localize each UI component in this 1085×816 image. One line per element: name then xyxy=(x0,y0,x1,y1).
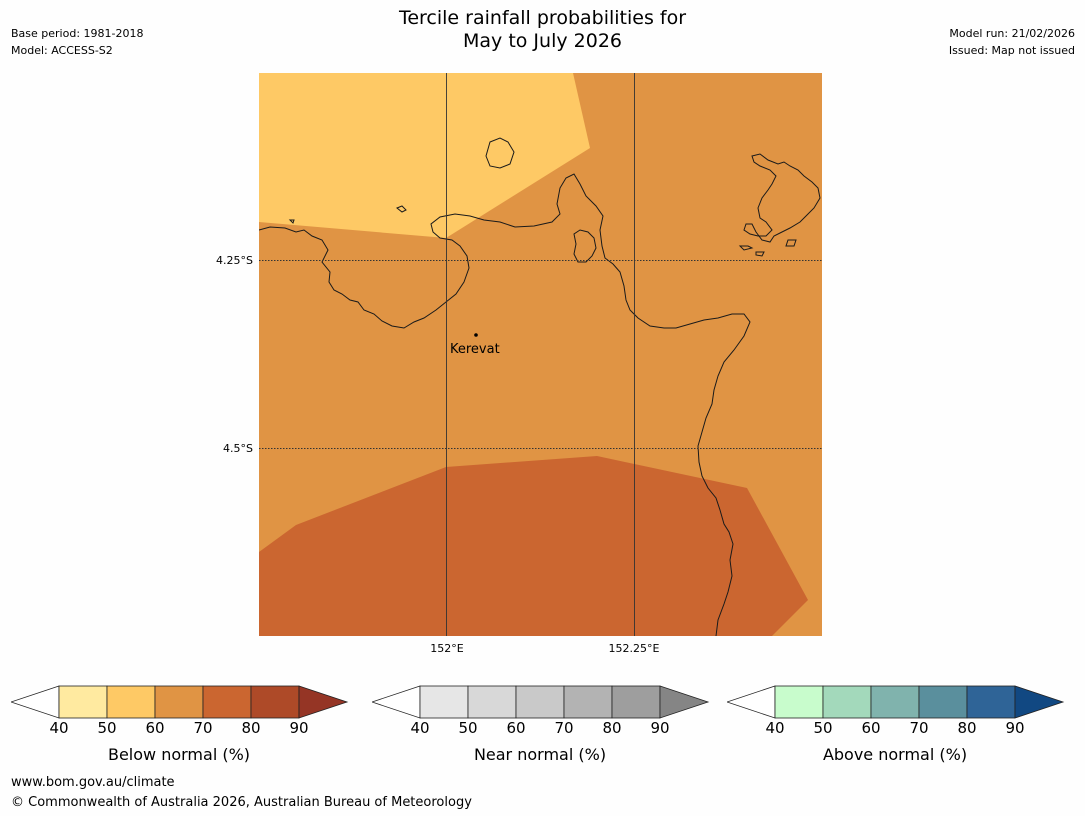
colorbar-near-tick: 80 xyxy=(602,719,622,737)
issued-status: Issued: Map not issued xyxy=(948,44,1075,57)
coastline-islet-east-3 xyxy=(785,239,797,247)
colorbar-above-label: Above normal (%) xyxy=(822,745,968,764)
colorbar-below-swatch xyxy=(58,685,108,719)
gridlines xyxy=(259,73,822,636)
colorbar-below-swatch xyxy=(202,685,252,719)
colorbar-above-tick: 90 xyxy=(1005,719,1025,737)
colorbar-above-swatch xyxy=(774,685,824,719)
coastline-islet-dot xyxy=(288,219,295,224)
footer-url: www.bom.gov.au/climate xyxy=(11,775,175,790)
meta-left: Base period: 1981-2018 Model: ACCESS-S2 xyxy=(11,25,143,59)
colorbar-near-tick: 90 xyxy=(650,719,670,737)
colorbar-below-swatch xyxy=(106,685,156,719)
colorbar-near-tick: 50 xyxy=(458,719,478,737)
colorbar-near-swatch xyxy=(467,685,517,719)
lat-label-4-5: 4.5°S xyxy=(223,442,253,455)
footer-copyright: © Commonwealth of Australia 2026, Austra… xyxy=(11,795,472,810)
colorbar-near-tick: 60 xyxy=(506,719,526,737)
colorbar-below-tick: 70 xyxy=(193,719,213,737)
colorbar-below-tick: 80 xyxy=(241,719,261,737)
colorbar-above-under xyxy=(727,685,776,719)
colorbar-below-swatch xyxy=(250,685,300,719)
model-name: Model: ACCESS-S2 xyxy=(11,44,113,57)
colorbar-below-over xyxy=(298,685,349,719)
colorbar-below-label: Below normal (%) xyxy=(107,745,251,764)
place-label-kerevat: Kerevat xyxy=(450,342,500,357)
region-below-50-60 xyxy=(259,73,590,238)
colorbar-above-tick: 80 xyxy=(957,719,977,737)
map-panel xyxy=(259,73,822,636)
colorbar-above-swatch xyxy=(822,685,872,719)
colorbar-above-swatch xyxy=(870,685,920,719)
colorbar-above-tick: 60 xyxy=(861,719,881,737)
region-below-70-80 xyxy=(259,456,808,636)
colorbar-below-under xyxy=(11,685,60,719)
lat-label-4-25: 4.25°S xyxy=(216,254,253,267)
coastline-islet-east-2 xyxy=(755,251,765,257)
colorbar-above-tick: 50 xyxy=(813,719,833,737)
lon-label-152: 152°E xyxy=(430,642,464,655)
colorbar-near-swatch xyxy=(419,685,469,719)
colorbar-below-tick: 90 xyxy=(289,719,309,737)
colorbar-below xyxy=(11,685,349,719)
colorbar-near-swatch xyxy=(515,685,565,719)
colorbar-near-swatch xyxy=(563,685,613,719)
colorbar-near-label: Near normal (%) xyxy=(473,745,607,764)
model-run: Model run: 21/02/2026 xyxy=(949,27,1075,40)
colorbar-above-swatch xyxy=(918,685,968,719)
colorbar-below-swatch xyxy=(154,685,204,719)
colorbar-below-tick: 40 xyxy=(49,719,69,737)
title-line-1: Tercile rainfall probabilities for xyxy=(398,7,687,29)
colorbar-near-swatch xyxy=(611,685,661,719)
lon-label-152-25: 152.25°E xyxy=(608,642,660,655)
title-line-2: May to July 2026 xyxy=(463,30,622,52)
coastline-islet-small xyxy=(396,205,407,213)
colorbar-near xyxy=(372,685,710,719)
colorbar-near-over xyxy=(659,685,710,719)
colorbar-above xyxy=(727,685,1065,719)
coastline-islands-east xyxy=(743,153,821,243)
colorbar-below-tick: 60 xyxy=(145,719,165,737)
colorbar-near-tick: 40 xyxy=(410,719,430,737)
colorbar-above-tick: 70 xyxy=(909,719,929,737)
coastline-main xyxy=(259,173,751,636)
coastline-islet-north xyxy=(485,137,515,169)
colorbar-below-tick: 50 xyxy=(97,719,117,737)
colorbar-above-tick: 40 xyxy=(765,719,785,737)
colorbar-above-over xyxy=(1014,685,1065,719)
colorbar-above-swatch xyxy=(966,685,1016,719)
colorbar-near-under xyxy=(372,685,421,719)
kerevat-marker xyxy=(474,333,478,337)
colorbar-near-tick: 70 xyxy=(554,719,574,737)
map-title: Tercile rainfall probabilities for May t… xyxy=(0,7,1085,53)
coastline xyxy=(259,137,821,636)
meta-right: Model run: 21/02/2026 Issued: Map not is… xyxy=(949,25,1075,59)
coastline-inlet xyxy=(573,229,597,263)
base-period: Base period: 1981-2018 xyxy=(11,27,144,40)
coastline-islet-east-1 xyxy=(738,245,754,251)
